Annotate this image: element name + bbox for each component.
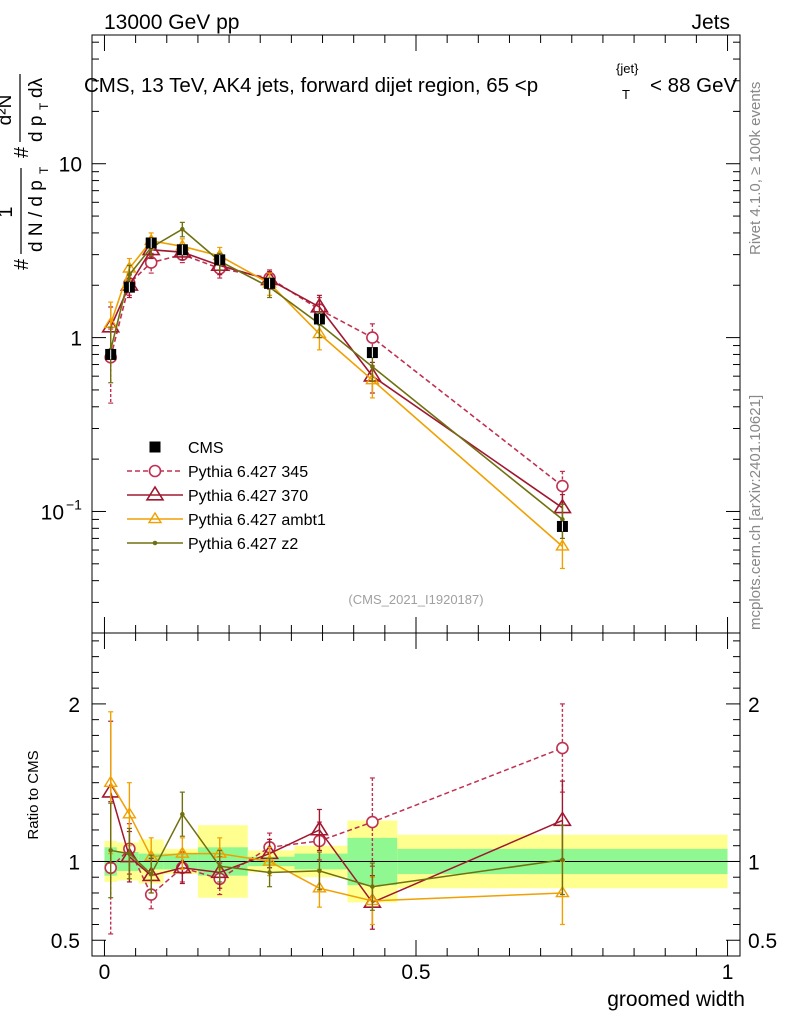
ylabel-d2n: d²N [0,95,16,126]
ratio-y-tick-label-right: 1 [748,851,760,874]
category-label: Jets [691,11,730,34]
legend-entry: Pythia 6.427 345 [188,464,308,481]
main-series [101,221,572,570]
series-370-line [109,248,563,509]
main-y-tick-label: 1 [70,328,82,351]
series-ambt1-ratio-marker [555,885,570,898]
ratio-y-tick-label-right: 0.5 [748,930,777,953]
main-y-tick-label: 10 [59,154,82,177]
ratio-y-ticks: 0.5 0.5 1 1 2 2 [51,640,777,957]
ylabel-hash1: # [11,258,33,270]
x-axis-label: groomed width [607,988,745,1011]
series-ambt1-line [109,240,563,547]
series-z2-line [109,228,563,521]
ylabel-dpt-sub: T [37,102,51,110]
x-tick-label: 1 [722,961,734,984]
legend-entry: CMS [188,440,224,457]
title-tail: < 88 GeV [650,74,738,97]
ratio-frame [91,632,741,957]
ylabel-dn: d N / d p [26,180,47,252]
legend-marker [147,511,163,524]
legend-entry: Pythia 6.427 ambt1 [188,512,326,529]
series-ambt1-ratio-marker [312,880,327,893]
title-sup: {jet} [616,61,639,76]
plot-title: CMS, 13 TeV, AK4 jets, forward dijet reg… [84,61,738,102]
legend-entry: Pythia 6.427 z2 [188,536,298,553]
series-z2-marker [560,517,565,522]
ratio-y-tick-label-left: 1 [68,851,80,874]
ylabel-dn-sub: T [37,166,51,174]
main-y-tick-exponent: −1 [66,496,82,512]
legend-marker [148,464,162,478]
series-ambt1-ratio-marker [175,846,190,858]
main-y-label: # 1 d N / d p T # d²N d p T dλ [0,74,51,270]
ratio-y-tick-label-right: 2 [748,694,760,717]
ratio-y-label: Ratio to CMS [25,750,42,839]
rivet-label: Rivet 4.1.0, ≥ 100k events [747,82,764,255]
series-z2-ratio-marker [148,871,154,877]
series-z2-marker [370,364,375,370]
series-ambt1-marker [365,372,380,385]
ratio-x-ticks: 0 0.5 1 [99,633,734,984]
series-ambt1-marker [555,539,570,551]
title-main: CMS, 13 TeV, AK4 jets, forward dijet reg… [84,74,538,97]
series-345-line [109,253,563,487]
title-sub: T [622,87,630,102]
series-345-marker [556,479,569,493]
legend-marker [152,540,158,546]
ylabel-dpt: d p [26,116,47,142]
series-z2-ratio-marker [108,848,113,853]
ratio-y-tick-label-left: 0.5 [51,930,80,953]
series-z2-marker [127,272,132,278]
series-345-marker [366,331,379,344]
x-tick-label: 0 [99,961,111,984]
main-x-ticks [103,35,729,633]
ratio-panel: 0.5 0.51 12 2 0 0.5 1 [51,632,777,984]
series-z2-ratio-marker [127,851,132,856]
ylabel-one: 1 [0,206,17,217]
ylabel-dlambda: dλ [26,77,47,98]
legend: CMS Pythia 6.427 345 Pythia 6.427 370 Pythi… [127,440,326,553]
energy-label: 13000 GeV pp [104,11,239,34]
series-ambt1-ratio-marker [122,806,137,819]
mcplots-label: mcplots.cern.ch [arXiv:2401.10621] [747,395,764,630]
main-data [105,237,568,532]
series-z2-marker [180,226,185,232]
main-y-tick-label: 10 [41,501,64,524]
series-z2-ratio-marker [217,863,223,869]
series-ambt1-ratio-marker [103,775,118,787]
series-345-ratio-marker [556,741,569,755]
ratio-series [101,703,572,935]
analysis-watermark: (CMS_2021_I1920187) [348,592,483,607]
x-tick-label: 0.5 [401,961,430,984]
series-345-ratio-line [110,747,563,896]
legend-cms-marker [149,441,161,453]
series-z2-ratio-marker [180,811,185,817]
series-z2-ratio-marker [317,868,322,874]
series-z2-ratio-marker [560,857,565,863]
legend-marker [145,485,165,501]
series-z2-ratio-marker [370,884,375,889]
ylabel-hash2: # [11,146,33,158]
series-z2-ratio-marker [267,870,272,875]
legend-entry: Pythia 6.427 370 [188,488,308,505]
series-370-ratio-marker [309,820,329,836]
series-370-ratio-marker [172,858,192,874]
ratio-y-tick-label-left: 2 [68,694,80,717]
series-345-ratio-marker [366,815,379,829]
